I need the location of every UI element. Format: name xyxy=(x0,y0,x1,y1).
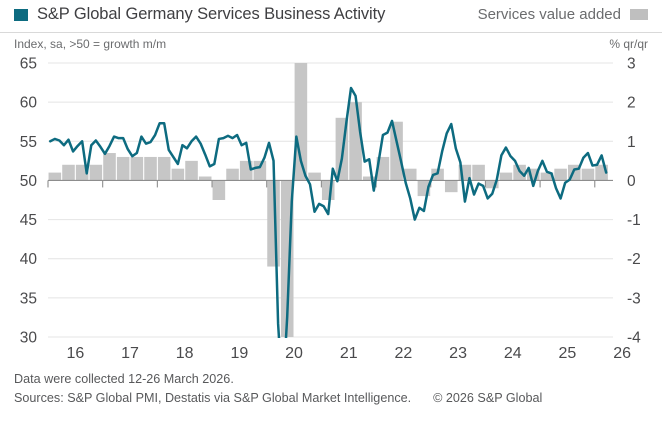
bar-data-point xyxy=(499,172,513,181)
y2-axis-tick-label: 3 xyxy=(627,56,636,73)
bar-data-point xyxy=(362,176,376,181)
y2-axis-tick-label: -1 xyxy=(627,212,641,229)
bar-data-point xyxy=(89,164,103,181)
bar-data-point xyxy=(294,63,308,181)
x-tickmarks-group xyxy=(47,180,596,188)
legend-bar-label: Services value added xyxy=(477,6,621,23)
right-axis-caption: % qr/qr xyxy=(609,37,648,51)
bar-data-point xyxy=(171,168,185,181)
y2-axis-tick-label: -4 xyxy=(627,330,641,347)
bar-data-point xyxy=(267,180,280,267)
bar-data-point xyxy=(239,160,253,181)
bar-data-point xyxy=(75,164,89,181)
y-axis-tick-label: 60 xyxy=(20,95,38,112)
x-axis-tick-label: 22 xyxy=(395,345,413,362)
x-axis-tick-label: 16 xyxy=(66,345,84,362)
footer-sources: Sources: S&P Global PMI, Destatis via S&… xyxy=(14,391,412,405)
y-axis-tick-label: 30 xyxy=(20,330,38,347)
bar-data-point xyxy=(595,164,608,181)
bar-data-point xyxy=(444,180,458,193)
bar-data-point xyxy=(103,153,116,181)
bar-series-swatch xyxy=(630,9,648,20)
x-axis-tick-label: 24 xyxy=(504,345,522,362)
line-series-group xyxy=(49,86,608,338)
bar-data-point xyxy=(280,180,294,337)
x-axis-tick-label: 23 xyxy=(449,345,467,362)
y-axis-tick-label: 45 xyxy=(20,212,37,229)
bar-data-point xyxy=(458,164,472,181)
y-axis-tick-label: 40 xyxy=(20,251,38,268)
bar-data-point xyxy=(567,164,581,181)
bar-data-point xyxy=(116,156,130,181)
x-axis-tick-label: 20 xyxy=(285,345,303,362)
bar-data-point xyxy=(376,156,390,181)
footer-collected: Data were collected 12-26 March 2026. xyxy=(14,372,234,386)
line-series-path xyxy=(49,86,608,338)
x-axis-tick-label: 21 xyxy=(340,345,358,362)
bar-data-point xyxy=(198,176,212,181)
bar-data-point xyxy=(308,172,321,181)
bar-data-point xyxy=(144,156,157,181)
bar-data-point xyxy=(417,180,431,197)
y2-axis-tick-label: 1 xyxy=(627,134,636,151)
bar-data-point xyxy=(212,180,226,200)
bar-data-point xyxy=(526,168,540,181)
chart-footer: Data were collected 12-26 March 2026. So… xyxy=(14,370,654,408)
bar-data-point xyxy=(431,168,444,181)
footer-copyright: © 2026 S&P Global xyxy=(433,391,543,405)
header-divider xyxy=(0,32,662,33)
gridlines-group xyxy=(48,62,613,338)
y-axis-tick-label: 65 xyxy=(20,56,37,73)
bar-data-point xyxy=(253,160,267,181)
bar-data-point xyxy=(226,168,239,181)
x-axis-labels: 16 17 18 19 20 21 22 23 24 25 26 xyxy=(66,345,631,362)
bar-data-point xyxy=(321,180,335,200)
bar-data-point xyxy=(130,156,144,181)
y2-axis-tick-label: -2 xyxy=(627,251,641,268)
y-axis-tick-label: 55 xyxy=(20,134,37,151)
bar-data-point xyxy=(335,117,349,181)
y2-axis-tick-label: 0 xyxy=(627,173,636,190)
bar-data-point xyxy=(185,160,198,181)
legend-line-entry: S&P Global Germany Services Business Act… xyxy=(14,5,385,24)
x-axis-tick-label: 25 xyxy=(559,345,577,362)
bar-data-point xyxy=(349,102,362,181)
page-title: S&P Global Germany Services Business Act… xyxy=(37,5,386,23)
chart-header: S&P Global Germany Services Business Act… xyxy=(0,0,662,33)
left-axis-caption: Index, sa, >50 = growth m/m xyxy=(14,37,167,51)
x-axis-tick-label: 19 xyxy=(230,345,248,362)
bar-data-point xyxy=(472,164,485,181)
bar-data-point xyxy=(581,168,595,181)
right-axis-labels: -4 -3 -2 -1 0 1 2 3 xyxy=(627,56,641,347)
bar-data-point xyxy=(540,172,554,181)
y-axis-tick-label: 35 xyxy=(20,290,37,307)
legend-bar-entry: Services value added xyxy=(478,6,648,23)
x-axis-tick-label: 26 xyxy=(613,345,631,362)
bar-data-point xyxy=(554,168,567,181)
bar-data-point xyxy=(157,156,171,181)
y2-axis-tick-label: 2 xyxy=(627,95,636,112)
bar-series-group xyxy=(48,63,608,337)
left-axis-labels: 30 35 40 45 50 55 60 65 xyxy=(20,56,38,347)
bar-data-point xyxy=(485,180,499,189)
bar-data-point xyxy=(62,164,75,181)
bar-data-point xyxy=(48,172,62,181)
bar-data-point xyxy=(390,121,403,181)
x-axis-tick-label: 18 xyxy=(176,345,194,362)
bar-data-point xyxy=(403,168,417,181)
x-axis-tick-label: 17 xyxy=(121,345,139,362)
y2-axis-tick-label: -3 xyxy=(627,290,641,307)
bar-data-point xyxy=(513,164,526,181)
line-series-swatch xyxy=(14,8,28,21)
y-axis-tick-label: 50 xyxy=(20,173,38,190)
